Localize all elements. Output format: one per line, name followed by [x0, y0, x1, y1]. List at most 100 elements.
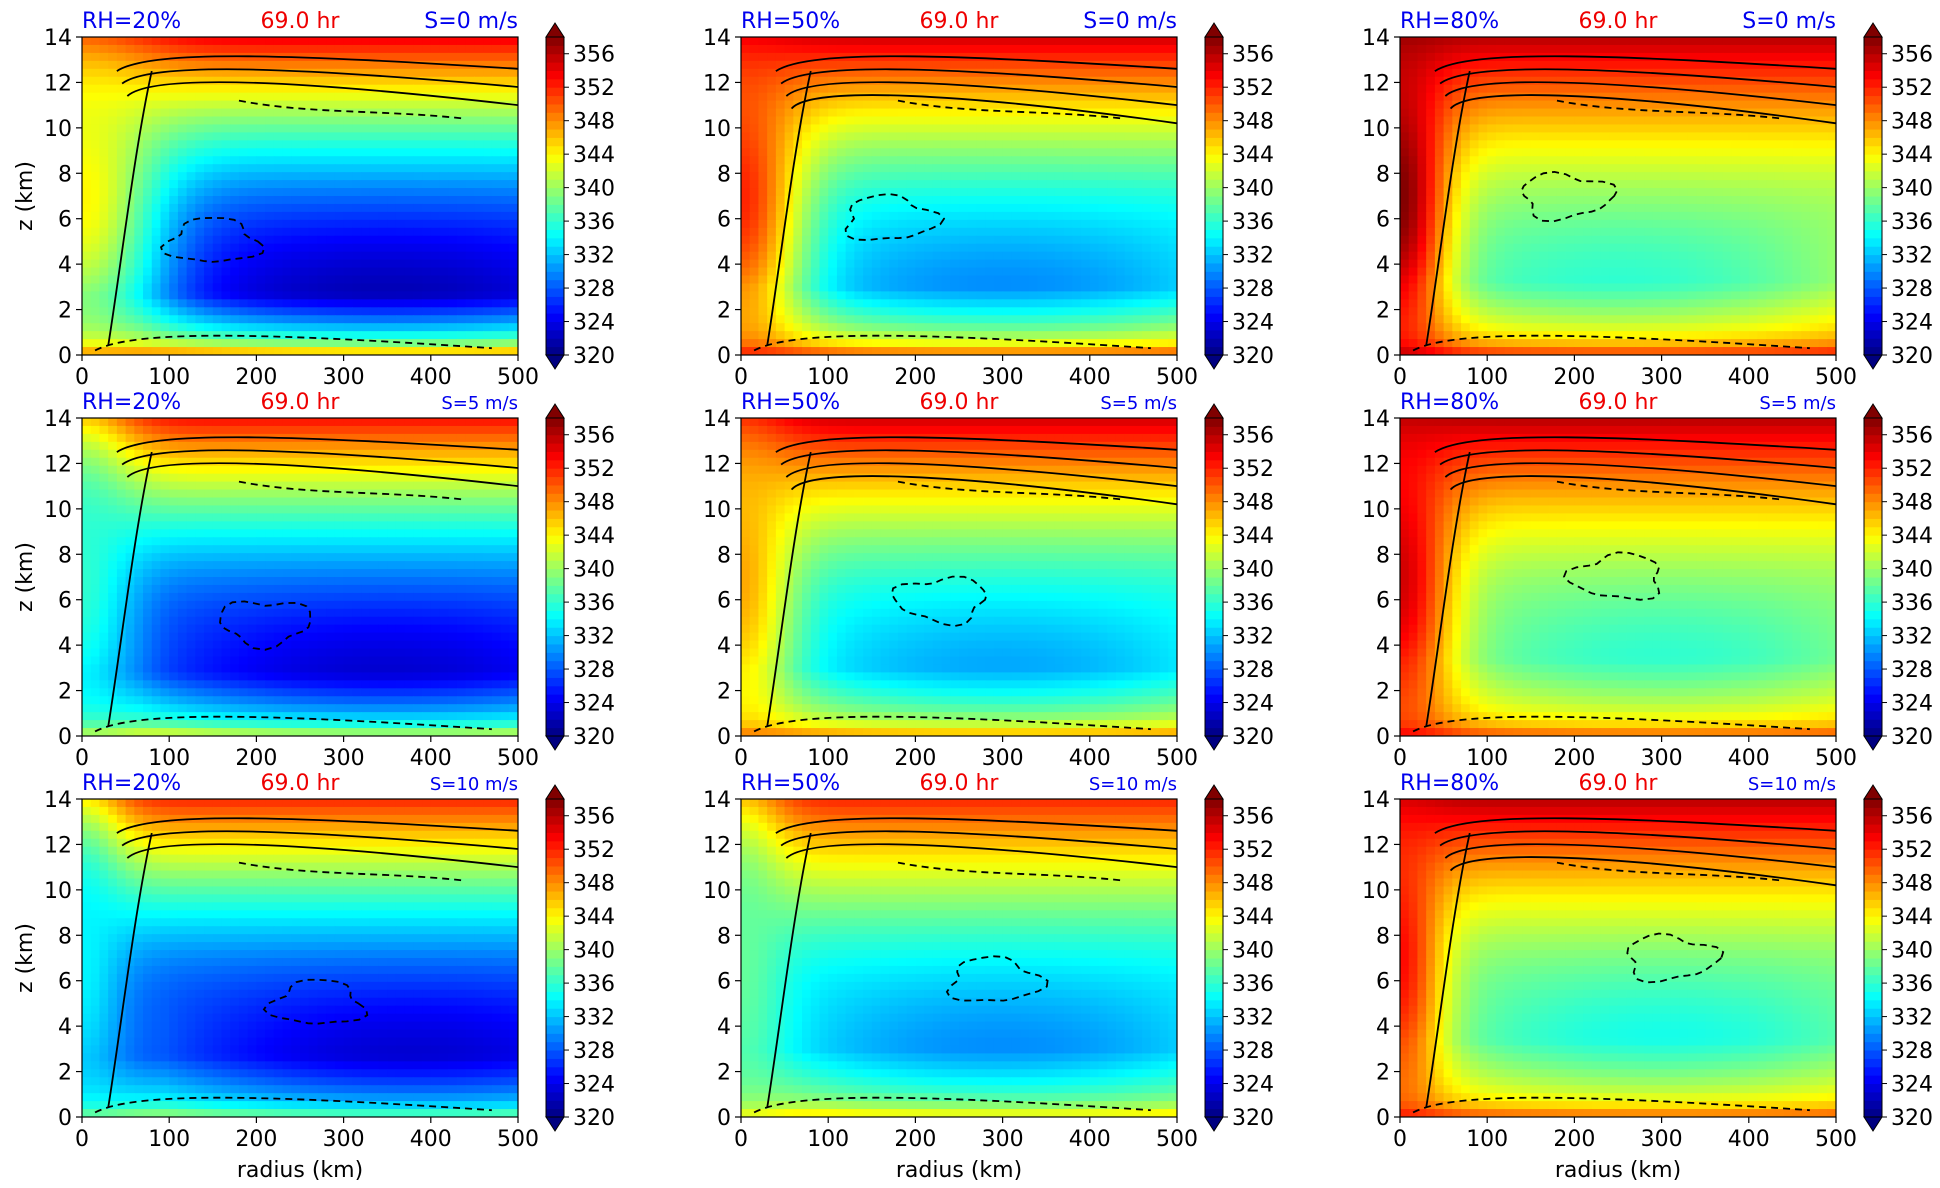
field-cell: [413, 92, 423, 102]
field-cell: [395, 203, 406, 213]
field-cell: [967, 227, 978, 237]
field-cell: [1408, 76, 1419, 86]
field-cell: [317, 188, 327, 197]
field-cell: [1124, 219, 1134, 229]
field-cell: [1168, 124, 1177, 133]
field-cell: [204, 259, 214, 269]
field-cell: [749, 37, 760, 46]
field-cell: [439, 68, 449, 78]
field-cell: [897, 156, 908, 165]
field-cell: [1098, 211, 1108, 221]
field-cell: [326, 84, 336, 94]
field-cell: [985, 275, 995, 285]
field-cell: [500, 76, 510, 86]
field-cell: [1792, 108, 1802, 118]
field-cell: [300, 235, 310, 245]
field-cell: [326, 211, 336, 221]
field-cell: [238, 307, 249, 316]
field-cell: [941, 148, 951, 157]
field-cell: [1530, 84, 1541, 94]
field-cell: [430, 203, 441, 213]
field-cell: [1408, 156, 1419, 165]
field-cell: [238, 219, 249, 229]
field-cell: [90, 92, 101, 102]
field-cell: [741, 267, 751, 277]
field-cell: [976, 140, 986, 149]
field-cell: [256, 196, 266, 205]
field-cell: [906, 37, 916, 46]
field-cell: [967, 172, 978, 181]
field-cell: [413, 259, 423, 269]
field-cell: [758, 76, 768, 86]
field-cell: [352, 124, 362, 133]
field-cell: [1487, 108, 1497, 118]
field-cell: [439, 323, 449, 332]
field-cell: [1168, 339, 1177, 348]
field-cell: [1011, 291, 1021, 300]
field-cell: [819, 132, 829, 141]
field-cell: [186, 116, 196, 126]
field-cell: [169, 331, 179, 340]
field-cell: [82, 180, 92, 189]
field-cell: [828, 347, 838, 355]
field-cell: [1107, 331, 1117, 340]
field-cell: [854, 267, 864, 277]
field-cell: [959, 203, 969, 213]
field-cell: [845, 68, 855, 78]
field-cell: [845, 347, 855, 355]
field-cell: [1133, 92, 1143, 102]
field-cell: [247, 116, 257, 126]
field-cell: [99, 116, 109, 126]
field-cell: [810, 315, 821, 324]
colorbar-segment: [546, 62, 564, 71]
field-cell: [116, 196, 127, 205]
field-cell: [177, 116, 188, 126]
field-cell: [1115, 124, 1126, 133]
field-cell: [291, 235, 301, 245]
field-cell: [1661, 124, 1671, 133]
field-cell: [880, 251, 890, 261]
field-cell: [802, 76, 812, 86]
field-cell: [1124, 243, 1134, 253]
field-cell: [950, 251, 960, 261]
field-cell: [1063, 92, 1073, 102]
field-cell: [897, 315, 908, 324]
field-cell: [151, 339, 162, 348]
field-cell: [854, 299, 864, 308]
field-cell: [1037, 84, 1047, 94]
field-cell: [941, 267, 951, 277]
field-cell: [1081, 196, 1091, 205]
field-cell: [1002, 92, 1012, 102]
field-cell: [1583, 44, 1593, 54]
field-cell: [247, 140, 257, 149]
field-cell: [282, 275, 292, 285]
field-cell: [1618, 148, 1628, 157]
field-cell: [889, 180, 899, 189]
field-cell: [1792, 124, 1802, 133]
field-cell: [134, 259, 144, 269]
field-cell: [334, 196, 345, 205]
field-cell: [82, 92, 92, 102]
field-cell: [1609, 108, 1619, 118]
field-cell: [474, 235, 484, 245]
field-cell: [134, 100, 144, 110]
field-cell: [985, 132, 995, 141]
field-cell: [889, 84, 899, 94]
field-cell: [256, 68, 266, 78]
field-cell: [1020, 339, 1030, 348]
field-cell: [1818, 37, 1828, 46]
field-cell: [361, 100, 371, 110]
field-cell: [1020, 203, 1030, 213]
field-cell: [195, 347, 205, 355]
field-cell: [802, 124, 812, 133]
field-cell: [90, 148, 101, 157]
field-cell: [465, 219, 475, 229]
field-cell: [413, 291, 423, 300]
field-cell: [439, 339, 449, 348]
field-cell: [1028, 291, 1039, 300]
field-cell: [976, 323, 986, 332]
field-cell: [880, 148, 890, 157]
field-cell: [491, 76, 502, 86]
field-cell: [125, 180, 135, 189]
field-cell: [1556, 100, 1567, 110]
